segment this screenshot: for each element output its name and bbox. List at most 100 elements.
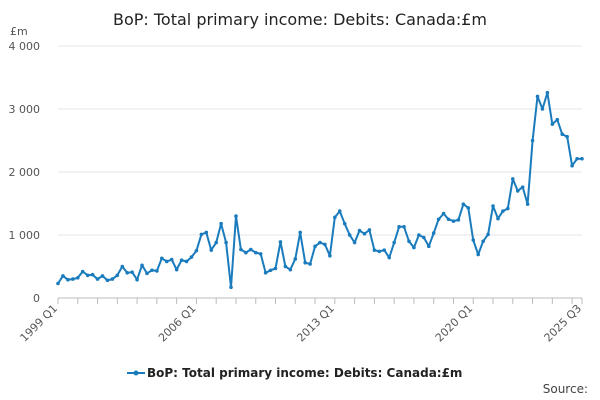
data-point[interactable]	[268, 268, 273, 273]
data-point[interactable]	[328, 253, 332, 258]
data-point[interactable]	[570, 163, 574, 168]
data-point[interactable]	[392, 240, 396, 245]
data-point[interactable]	[308, 262, 312, 266]
data-point[interactable]	[278, 240, 283, 244]
data-point[interactable]	[461, 202, 466, 206]
data-point[interactable]	[580, 156, 584, 161]
data-point[interactable]	[179, 258, 184, 263]
data-point[interactable]	[367, 228, 372, 232]
data-point[interactable]	[441, 211, 446, 216]
data-point[interactable]	[224, 240, 228, 245]
data-point[interactable]	[412, 245, 416, 250]
data-point[interactable]	[402, 225, 406, 229]
data-point[interactable]	[75, 276, 80, 280]
data-point[interactable]	[140, 263, 144, 268]
data-point[interactable]	[66, 277, 70, 282]
data-point[interactable]	[135, 277, 139, 282]
data-point[interactable]	[150, 268, 154, 273]
data-point[interactable]	[323, 242, 327, 247]
data-point[interactable]	[451, 219, 456, 223]
data-point[interactable]	[56, 281, 60, 286]
data-point[interactable]	[273, 266, 278, 271]
data-point[interactable]	[283, 264, 288, 269]
data-point[interactable]	[184, 259, 189, 264]
data-point[interactable]	[155, 269, 159, 273]
data-point[interactable]	[298, 230, 303, 235]
data-point[interactable]	[491, 204, 495, 208]
data-point[interactable]	[560, 132, 565, 136]
data-point[interactable]	[333, 215, 337, 220]
data-point[interactable]	[100, 274, 105, 278]
data-point[interactable]	[510, 177, 515, 181]
data-point[interactable]	[199, 232, 204, 237]
data-point[interactable]	[80, 269, 85, 274]
data-point[interactable]	[174, 267, 179, 272]
data-point[interactable]	[501, 209, 505, 213]
data-point[interactable]	[496, 216, 500, 221]
data-point[interactable]	[125, 271, 130, 275]
data-point[interactable]	[110, 277, 115, 281]
data-point[interactable]	[342, 221, 347, 226]
data-point[interactable]	[530, 138, 535, 143]
data-point[interactable]	[313, 244, 317, 249]
data-point[interactable]	[565, 134, 569, 139]
data-point[interactable]	[204, 230, 209, 235]
data-point[interactable]	[456, 218, 461, 222]
data-point[interactable]	[446, 217, 451, 222]
data-point[interactable]	[362, 231, 367, 236]
data-point[interactable]	[209, 248, 214, 252]
data-point[interactable]	[234, 214, 238, 218]
data-point[interactable]	[303, 260, 307, 265]
data-point[interactable]	[337, 209, 342, 213]
data-point[interactable]	[293, 257, 298, 261]
data-point[interactable]	[525, 202, 530, 206]
data-point[interactable]	[347, 233, 352, 237]
data-point[interactable]	[555, 117, 560, 122]
data-point[interactable]	[377, 249, 382, 254]
data-point[interactable]	[476, 252, 480, 257]
data-point[interactable]	[535, 94, 540, 99]
data-point[interactable]	[244, 250, 248, 255]
data-point[interactable]	[239, 247, 243, 252]
data-point[interactable]	[575, 156, 579, 161]
data-point[interactable]	[318, 240, 322, 245]
data-point[interactable]	[263, 271, 268, 275]
data-point[interactable]	[219, 221, 223, 226]
data-point[interactable]	[387, 255, 392, 260]
data-point[interactable]	[214, 240, 218, 245]
data-point[interactable]	[520, 185, 525, 189]
data-point[interactable]	[515, 189, 520, 193]
data-point[interactable]	[169, 257, 174, 262]
data-point[interactable]	[422, 235, 426, 240]
data-point[interactable]	[164, 259, 169, 264]
data-point[interactable]	[95, 277, 100, 281]
data-point[interactable]	[120, 264, 125, 269]
data-point[interactable]	[85, 273, 90, 278]
data-point[interactable]	[426, 244, 431, 249]
data-point[interactable]	[253, 250, 258, 255]
data-point[interactable]	[357, 228, 362, 233]
data-point[interactable]	[229, 285, 233, 290]
data-point[interactable]	[550, 122, 555, 126]
data-point[interactable]	[115, 273, 120, 278]
data-point[interactable]	[189, 255, 194, 259]
data-point[interactable]	[145, 271, 149, 276]
data-point[interactable]	[545, 90, 550, 95]
data-point[interactable]	[407, 239, 411, 244]
data-point[interactable]	[397, 225, 401, 229]
data-point[interactable]	[372, 248, 377, 252]
data-point[interactable]	[130, 270, 134, 274]
data-point[interactable]	[258, 252, 263, 256]
data-point[interactable]	[194, 248, 199, 253]
data-point[interactable]	[466, 206, 471, 210]
data-point[interactable]	[382, 248, 387, 252]
data-point[interactable]	[90, 272, 95, 277]
legend[interactable]: BoP: Total primary income: Debits: Canad…	[127, 366, 462, 380]
data-point[interactable]	[431, 231, 436, 235]
data-point[interactable]	[61, 274, 65, 278]
data-point[interactable]	[71, 277, 75, 281]
data-point[interactable]	[248, 247, 253, 252]
data-point[interactable]	[540, 107, 545, 111]
data-point[interactable]	[288, 267, 293, 272]
data-point[interactable]	[417, 233, 421, 237]
